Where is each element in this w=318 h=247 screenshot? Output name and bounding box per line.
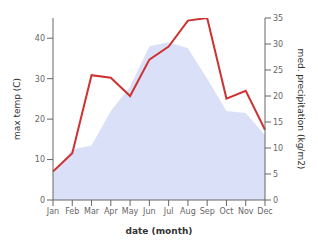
svg-text:Feb: Feb [65, 207, 79, 216]
svg-text:Aug: Aug [180, 207, 196, 216]
svg-text:10: 10 [35, 155, 45, 164]
svg-text:Dec: Dec [257, 207, 272, 216]
svg-text:30: 30 [35, 75, 45, 84]
svg-text:25: 25 [273, 66, 283, 75]
svg-text:Oct: Oct [220, 207, 234, 216]
svg-text:max temp (C): max temp (C) [12, 78, 22, 140]
svg-text:0: 0 [40, 196, 45, 205]
svg-text:Jun: Jun [142, 207, 156, 216]
svg-text:20: 20 [273, 92, 283, 101]
svg-text:Jul: Jul [163, 207, 174, 216]
svg-text:40: 40 [35, 34, 45, 43]
svg-text:May: May [122, 207, 139, 216]
svg-text:Mar: Mar [84, 207, 100, 216]
svg-text:0: 0 [273, 196, 278, 205]
svg-text:5: 5 [273, 170, 278, 179]
svg-text:30: 30 [273, 40, 283, 49]
svg-text:med. precipitation (kg/m2): med. precipitation (kg/m2) [296, 49, 306, 170]
svg-text:Nov: Nov [238, 207, 254, 216]
svg-text:Jan: Jan [46, 207, 59, 216]
svg-text:15: 15 [273, 118, 283, 127]
svg-text:date (month): date (month) [126, 226, 193, 236]
svg-text:Sep: Sep [200, 207, 215, 216]
svg-text:Apr: Apr [104, 207, 119, 216]
svg-text:10: 10 [273, 144, 283, 153]
svg-text:35: 35 [273, 14, 283, 23]
svg-text:20: 20 [35, 115, 45, 124]
